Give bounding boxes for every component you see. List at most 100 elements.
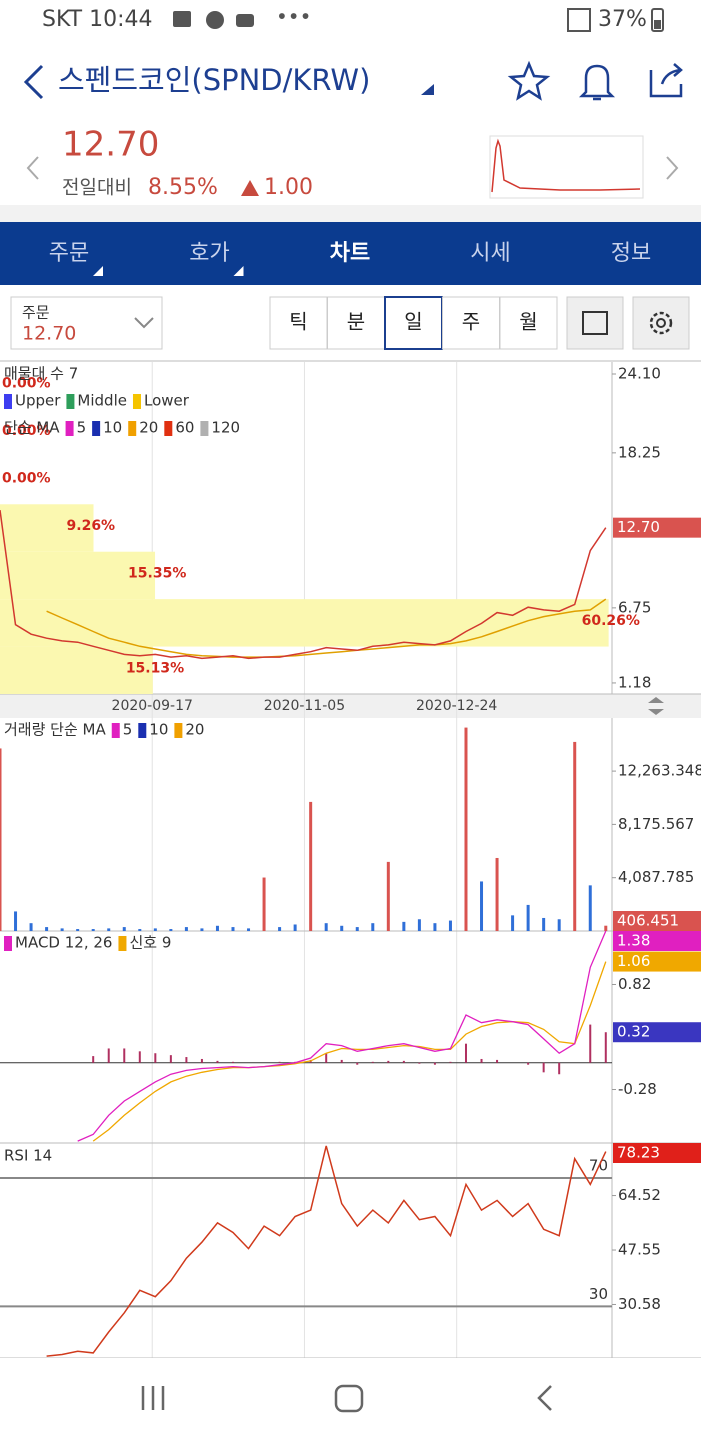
- mini-chart: [489, 135, 644, 199]
- volume-bar: [604, 925, 608, 931]
- histogram-bar: [496, 1059, 499, 1063]
- back-nav-button[interactable]: [537, 1385, 552, 1411]
- y-tick-label: 24.10: [618, 364, 661, 382]
- home-button[interactable]: [334, 1384, 364, 1413]
- tab[interactable]: 정보: [611, 241, 651, 266]
- volume-bar: [511, 915, 515, 931]
- volume-bar: [247, 928, 251, 931]
- period-button[interactable]: [327, 296, 385, 350]
- histogram-bar: [527, 1062, 530, 1065]
- y-tick-label: 1.18: [618, 673, 651, 691]
- histogram-bar: [216, 1060, 219, 1063]
- favorite-button[interactable]: [507, 60, 551, 101]
- current-price: 12.70: [62, 125, 159, 165]
- volume-profile-label: 9.26%: [67, 518, 116, 534]
- tab-submenu-mark: [93, 266, 103, 276]
- volume-bar: [107, 928, 111, 931]
- legend-title: RSI 14: [4, 1147, 52, 1165]
- settings-button[interactable]: [632, 296, 690, 350]
- nav-bar: [0, 1358, 701, 1440]
- y-tick-label: 18.25: [618, 443, 661, 461]
- status-icon: [236, 14, 254, 27]
- volume-bar: [14, 911, 18, 931]
- tab[interactable]: 차트: [330, 241, 370, 266]
- order-dropdown[interactable]: [134, 317, 154, 329]
- histogram-bar: [449, 1061, 452, 1063]
- legend-swatch: [118, 936, 127, 951]
- period-button[interactable]: [442, 296, 500, 350]
- prev-button[interactable]: [26, 156, 39, 180]
- histogram-bar: [418, 1062, 421, 1064]
- value-badge-text: 406.451: [617, 912, 679, 930]
- settings-icon: [649, 311, 673, 335]
- histogram-bar: [123, 1048, 126, 1063]
- volume-bar: [262, 877, 266, 931]
- histogram-bar: [589, 1024, 592, 1063]
- volume-bar: [402, 921, 406, 931]
- legend-label: 20: [139, 419, 158, 437]
- volume-bar: [138, 929, 142, 931]
- close-line: [0, 509, 607, 660]
- next-button[interactable]: [666, 156, 679, 180]
- value-badge: [613, 931, 701, 951]
- volume-bar: [200, 928, 204, 931]
- status-left: SKT 10:44: [42, 7, 153, 32]
- title-dropdown[interactable]: [421, 84, 434, 95]
- status-icon: [206, 11, 224, 29]
- histogram-bar: [92, 1056, 95, 1063]
- draw-button[interactable]: [566, 296, 624, 350]
- y-tick-label: 6.75: [618, 598, 651, 616]
- x-tick-label: 2020-11-05: [264, 698, 345, 714]
- volume-bar: [91, 929, 95, 931]
- scroll-arrows[interactable]: [648, 697, 664, 715]
- change-abs: 1.00: [264, 175, 313, 200]
- histogram-bar: [185, 1057, 188, 1063]
- period-button[interactable]: [384, 296, 443, 350]
- legend-label: 10: [149, 721, 168, 739]
- legend-swatch: [132, 394, 141, 409]
- tab-bar: [0, 222, 701, 285]
- volume-bar: [464, 727, 468, 931]
- volume-bar: [278, 927, 282, 931]
- tab[interactable]: 시세: [470, 241, 510, 266]
- histogram-bar: [200, 1058, 203, 1063]
- alarm-button[interactable]: [578, 64, 616, 101]
- tab[interactable]: 호가: [189, 241, 229, 266]
- back-button[interactable]: [23, 64, 44, 100]
- volume-bar: [0, 748, 2, 931]
- histogram-bar: [464, 1043, 467, 1063]
- value-badge-text: 0.32: [617, 1023, 650, 1041]
- level-label: 30: [589, 1285, 608, 1303]
- volume-profile-label: 15.35%: [128, 565, 186, 581]
- volume-bar: [231, 927, 235, 931]
- battery-icon: [651, 8, 664, 32]
- legend-label: 60: [175, 419, 194, 437]
- legend-label: 5: [77, 419, 87, 437]
- value-badge: [613, 1022, 701, 1043]
- legend-swatch: [164, 421, 173, 436]
- recents-button[interactable]: [141, 1386, 165, 1410]
- share-button[interactable]: [649, 63, 683, 98]
- period-button[interactable]: [269, 296, 328, 350]
- volume-bar: [293, 924, 297, 931]
- period-button[interactable]: [499, 296, 558, 350]
- battery-text: 37%: [598, 7, 647, 32]
- legend-title: 단순 MA: [4, 419, 60, 437]
- legend-label: 120: [211, 419, 240, 437]
- legend-swatch: [4, 394, 12, 409]
- y-tick-label: 0.82: [618, 975, 651, 993]
- tab[interactable]: 주문: [49, 241, 89, 266]
- y-tick-label: 64.52: [618, 1186, 661, 1204]
- legend-swatch: [4, 936, 12, 951]
- histogram-bar: [402, 1060, 405, 1063]
- volume-bar: [433, 923, 437, 931]
- status-icon: •••: [276, 5, 311, 29]
- histogram-bar: [231, 1061, 234, 1063]
- order-box[interactable]: [10, 296, 163, 350]
- status-icon: [567, 8, 591, 32]
- volume-bar: [526, 904, 530, 931]
- value-badge: [613, 911, 701, 931]
- volume-bar: [45, 927, 49, 931]
